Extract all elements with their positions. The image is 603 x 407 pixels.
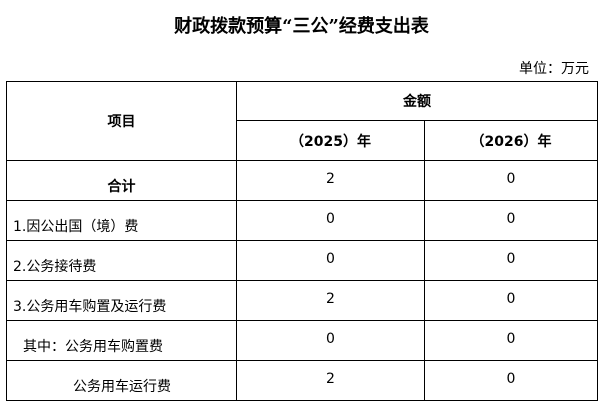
cell-2025: 2 [236,160,425,201]
cell-2025: 2 [236,280,425,321]
unit-label: 单位：万元 [519,61,589,77]
cell-2025: 2 [236,360,425,401]
row-label: 3.公务用车购置及运行费 [6,280,237,321]
table-row: 3.公务用车购置及运行费 2 0 [6,280,598,321]
row-label: 1.因公出国（境）费 [6,200,237,241]
cell-2026: 0 [424,160,598,201]
cell-2025: 0 [236,240,425,281]
table-row: 公务用车运行费 2 0 [6,360,598,401]
row-label: 其中：公务用车购置费 [6,320,237,361]
row-label: 公务用车运行费 [6,360,237,401]
row-label: 2.公务接待费 [6,240,237,281]
table-row: 其中：公务用车购置费 0 0 [6,320,598,361]
cell-2026: 0 [424,200,598,241]
header-item: 项目 [6,81,237,161]
header-year-2025: （2025）年 [236,120,425,161]
cell-2025: 0 [236,320,425,361]
table-row: 2.公务接待费 0 0 [6,240,598,281]
page-title: 财政拨款预算“三公”经费支出表 [174,16,429,37]
header-amount: 金额 [236,81,598,121]
row-label: 合计 [6,160,237,201]
cell-2025: 0 [236,200,425,241]
cell-2026: 0 [424,240,598,281]
cell-2026: 0 [424,280,598,321]
cell-2026: 0 [424,320,598,361]
cell-2026: 0 [424,360,598,401]
table-row: 1.因公出国（境）费 0 0 [6,200,598,241]
table-row: 合计 2 0 [6,160,598,201]
expense-table: 项目 金额 （2025）年 （2026）年 合计 2 0 1.因公出国（境）费 … [6,81,598,401]
header-year-2026: （2026）年 [424,120,598,161]
